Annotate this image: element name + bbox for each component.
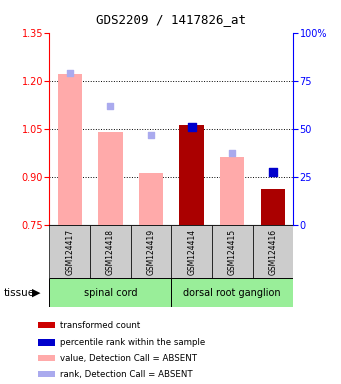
Text: ▶: ▶ <box>32 288 40 298</box>
Bar <box>171 225 212 278</box>
Text: GSM124419: GSM124419 <box>147 228 155 275</box>
Bar <box>220 157 244 225</box>
Bar <box>171 278 293 307</box>
Bar <box>38 355 55 361</box>
Text: percentile rank within the sample: percentile rank within the sample <box>60 338 205 347</box>
Text: spinal cord: spinal cord <box>84 288 137 298</box>
Bar <box>90 225 131 278</box>
Point <box>189 124 194 130</box>
Text: GSM124415: GSM124415 <box>228 228 237 275</box>
Bar <box>179 126 204 225</box>
Text: transformed count: transformed count <box>60 321 140 330</box>
Bar <box>131 225 171 278</box>
Point <box>108 103 113 109</box>
Text: value, Detection Call = ABSENT: value, Detection Call = ABSENT <box>60 354 197 363</box>
Text: rank, Detection Call = ABSENT: rank, Detection Call = ABSENT <box>60 370 193 379</box>
Text: GSM124416: GSM124416 <box>268 228 278 275</box>
Bar <box>49 278 171 307</box>
Bar <box>98 132 123 225</box>
Bar <box>253 225 293 278</box>
Bar <box>38 371 55 377</box>
Text: dorsal root ganglion: dorsal root ganglion <box>183 288 281 298</box>
Text: tissue: tissue <box>3 288 34 298</box>
Bar <box>38 322 55 328</box>
Bar <box>139 174 163 225</box>
Bar <box>261 189 285 225</box>
Bar <box>38 339 55 346</box>
Point <box>148 132 154 138</box>
Point <box>270 169 276 175</box>
Text: GSM124417: GSM124417 <box>65 228 74 275</box>
Bar <box>49 225 90 278</box>
Point <box>229 150 235 156</box>
Text: GSM124418: GSM124418 <box>106 228 115 275</box>
Text: GDS2209 / 1417826_at: GDS2209 / 1417826_at <box>95 13 246 26</box>
Point <box>67 70 73 76</box>
Text: GSM124414: GSM124414 <box>187 228 196 275</box>
Bar <box>212 225 253 278</box>
Bar <box>58 74 82 225</box>
